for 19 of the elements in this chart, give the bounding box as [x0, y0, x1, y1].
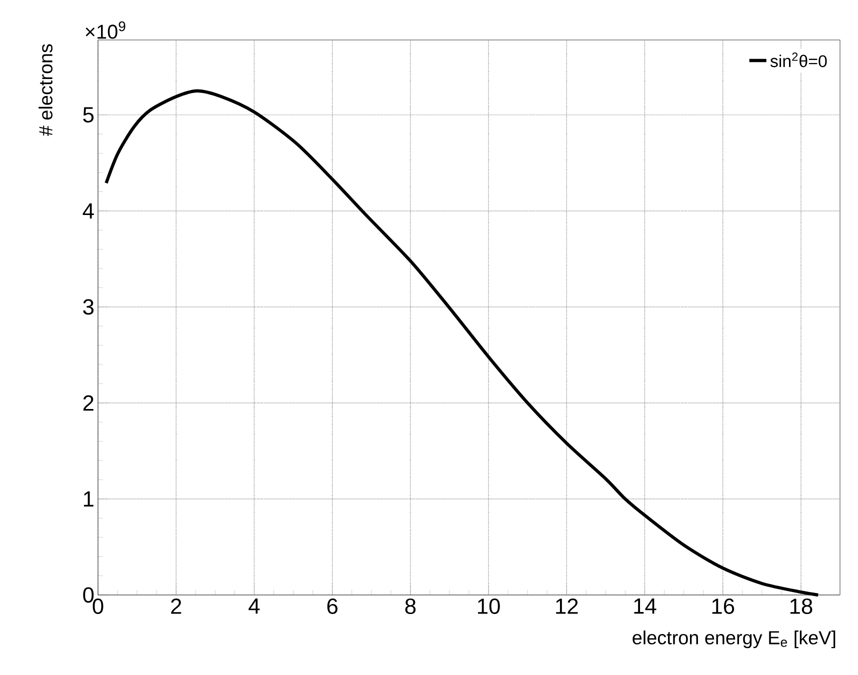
x-tick-label: 16	[712, 598, 734, 614]
y-tick-label: 3	[83, 299, 94, 315]
x-tick-label: 4	[248, 598, 260, 614]
x-tick-label: 6	[327, 598, 338, 614]
x-tick-label: 18	[790, 598, 812, 614]
x-tick-label: 14	[634, 598, 656, 614]
x-tick-label: 2	[171, 598, 182, 614]
y-tick-label: 1	[84, 491, 94, 507]
text: ×10$^{9}$	[86, 21, 126, 39]
y-tick-label: 2	[83, 395, 94, 411]
x-tick-label: 8	[405, 598, 416, 614]
y-tick-label: 4	[82, 203, 94, 218]
x-axis-title: electron energy E$_{e}$ [keV]	[632, 630, 836, 648]
y-tick-label: 0	[83, 587, 94, 603]
x-tick-label: 10	[478, 598, 500, 614]
x-tick-label: 12	[556, 598, 578, 614]
y-axis-title: # electrons	[38, 44, 52, 136]
y-tick-label: 5	[83, 107, 94, 123]
legend-label: sin$^{2}$θ=0	[770, 52, 827, 68]
